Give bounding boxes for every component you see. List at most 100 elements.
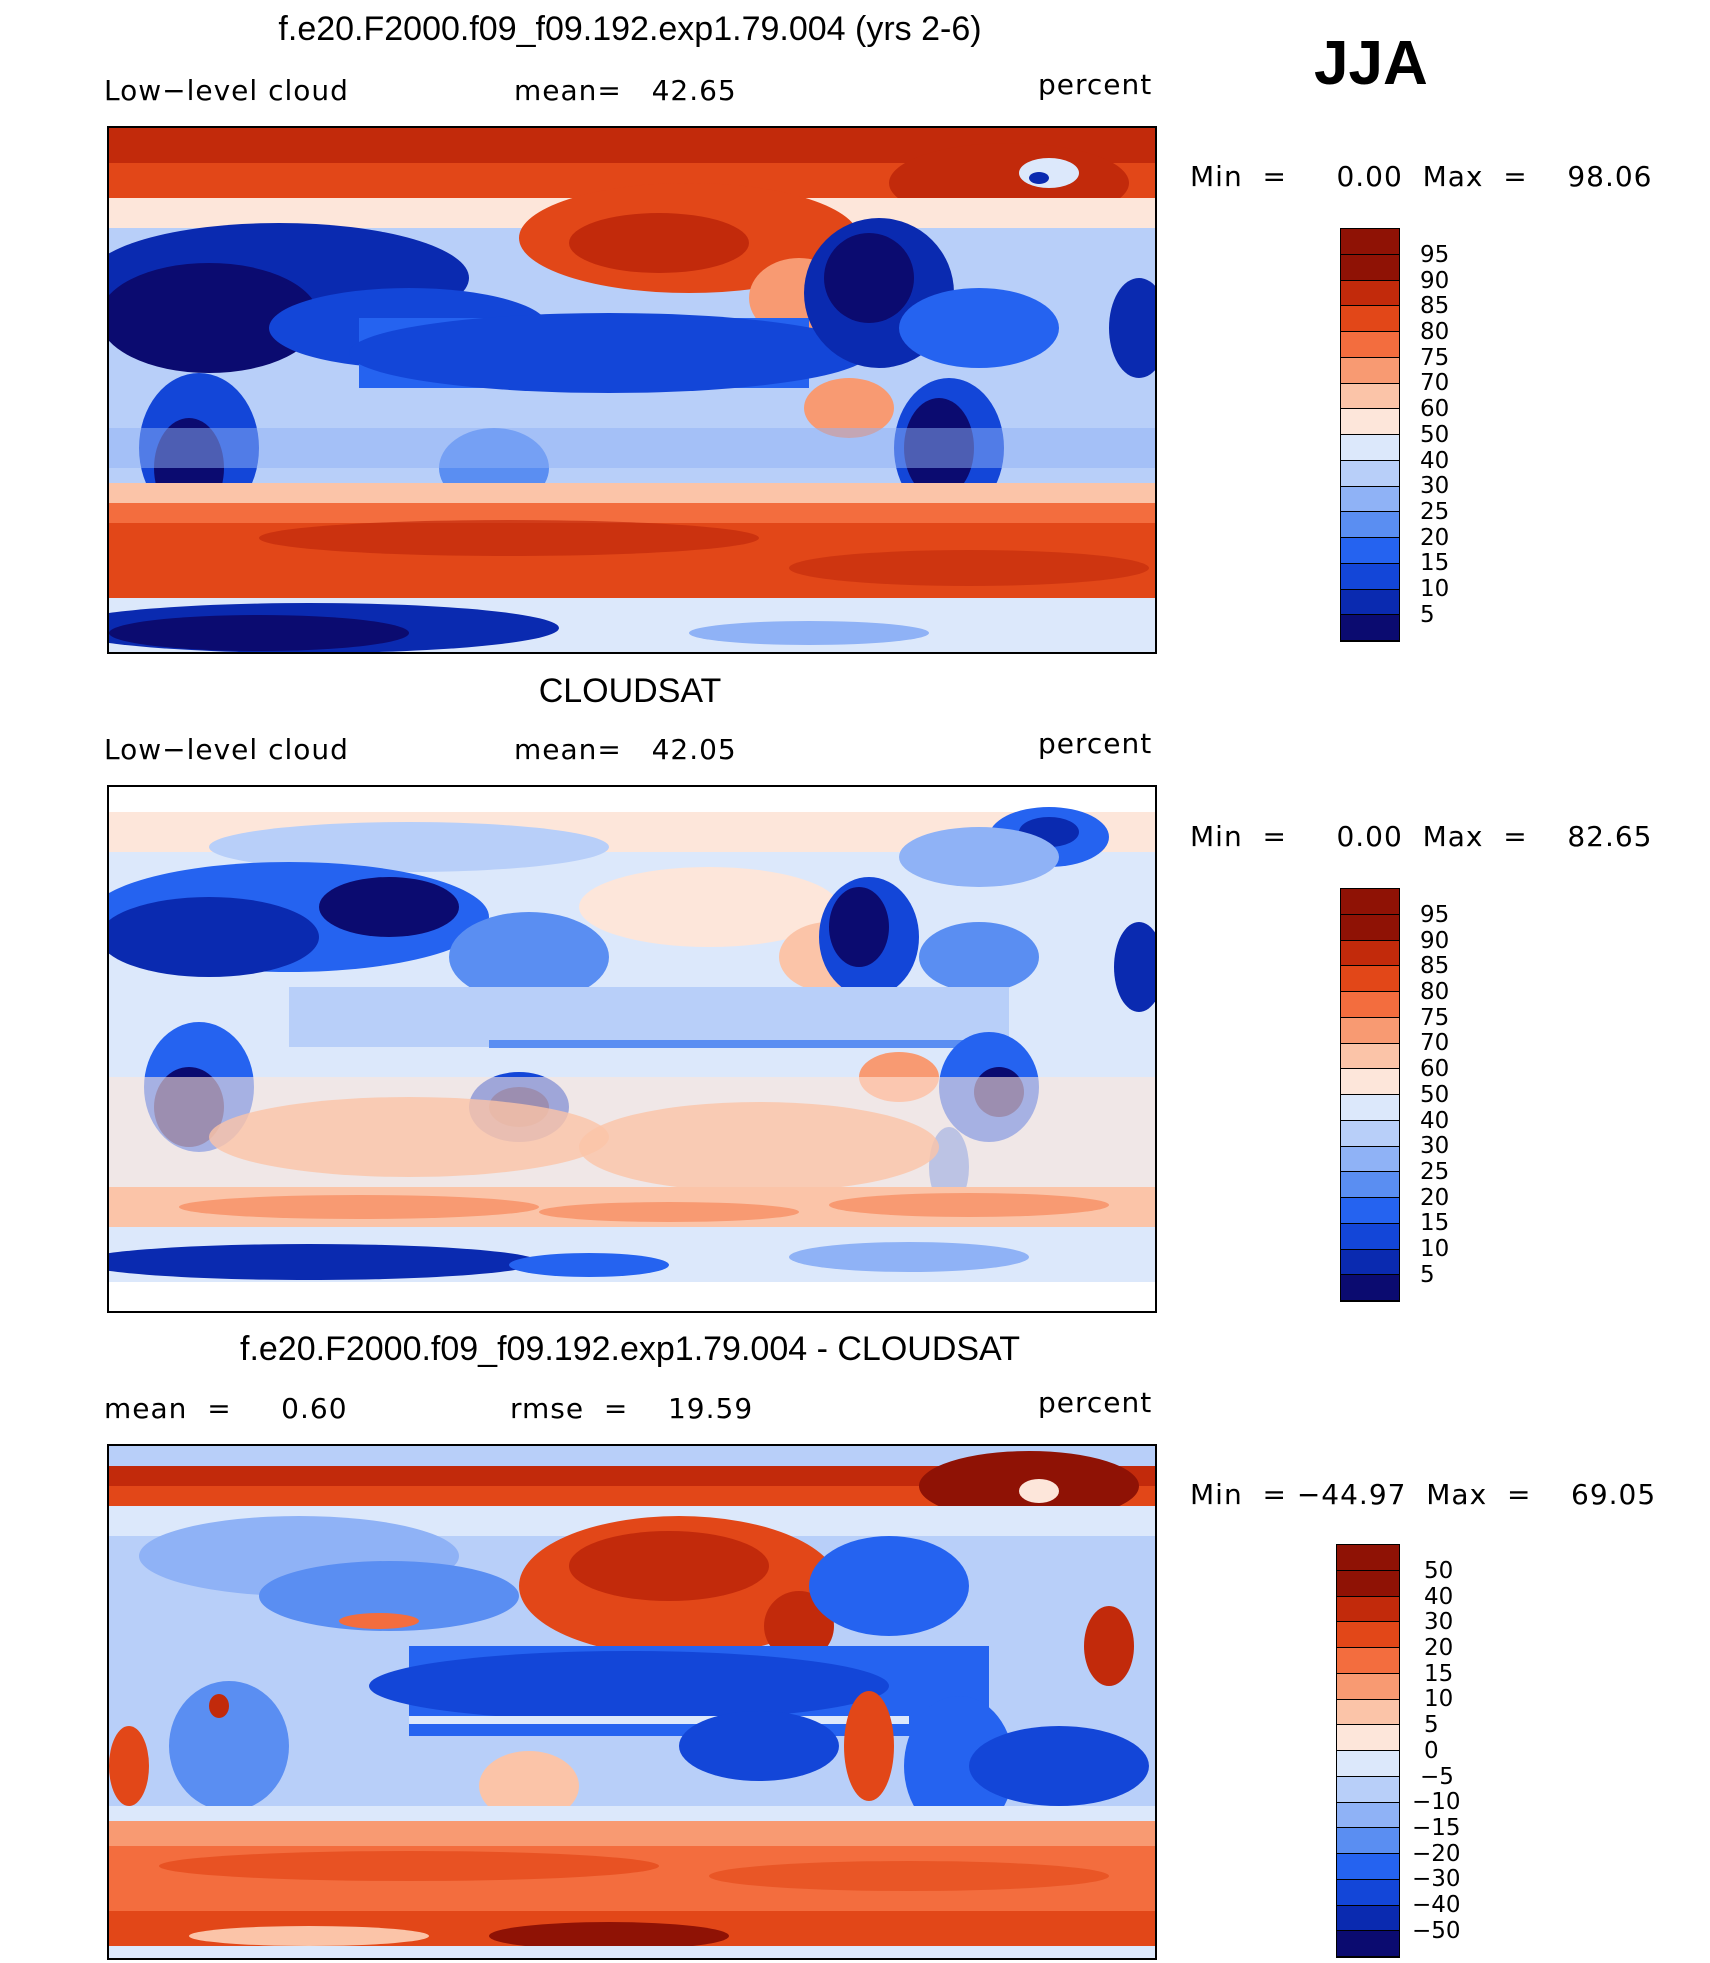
colorbar-swatch xyxy=(1337,1596,1399,1623)
colorbar-swatch xyxy=(1341,229,1399,255)
colorbar-swatch xyxy=(1341,940,1399,967)
panel1-cbar-label: 20 xyxy=(1420,525,1450,551)
colorbar-swatch xyxy=(1337,1828,1399,1854)
panel3-cbar-label: 20 xyxy=(1424,1635,1454,1661)
colorbar-swatch xyxy=(1341,435,1399,461)
panel2-cbar-label: 70 xyxy=(1420,1030,1450,1056)
panel1-cbar-label: 85 xyxy=(1420,293,1450,319)
colorbar-swatch xyxy=(1337,1622,1399,1648)
colorbar-swatch xyxy=(1337,1854,1399,1880)
colorbar-swatch xyxy=(1337,1931,1399,1957)
colorbar-swatch xyxy=(1341,992,1399,1018)
colorbar-swatch xyxy=(1341,1043,1399,1070)
panel1-cbar-label: 25 xyxy=(1420,499,1450,525)
panel1-cbar-label: 10 xyxy=(1420,576,1450,602)
panel1-cbar-label: 5 xyxy=(1420,602,1435,628)
colorbar-swatch xyxy=(1337,1879,1399,1906)
colorbar-swatch xyxy=(1337,1545,1399,1571)
colorbar-swatch xyxy=(1341,409,1399,435)
panel2-minmax: Min = 0.00 Max = 82.65 xyxy=(1190,820,1653,853)
colorbar-swatch xyxy=(1341,306,1399,332)
panel3-cbar-label: 10 xyxy=(1424,1686,1454,1712)
colorbar-swatch xyxy=(1341,512,1399,538)
panel2-cbar-label: 5 xyxy=(1420,1262,1435,1288)
colorbar-swatch xyxy=(1341,486,1399,513)
panel1-map xyxy=(107,126,1157,654)
panel2-cbar-label: 30 xyxy=(1420,1133,1450,1159)
panel2-cbar-label: 40 xyxy=(1420,1108,1450,1134)
panel1-cbar-label: 15 xyxy=(1420,550,1450,576)
panel3-minmax: Min = −44.97 Max = 69.05 xyxy=(1190,1478,1657,1511)
panel3-cbar-label: −30 xyxy=(1412,1866,1461,1892)
colorbar-swatch xyxy=(1341,889,1399,915)
panel2-map-field xyxy=(109,787,1155,1311)
panel3-cbar-label: 30 xyxy=(1424,1609,1454,1635)
colorbar-swatch xyxy=(1341,460,1399,487)
panel3-map xyxy=(107,1444,1157,1960)
panel1-cbar-label: 75 xyxy=(1420,345,1450,371)
panel3-cbar-label: −20 xyxy=(1412,1841,1461,1867)
panel3-cbar-label: 50 xyxy=(1424,1558,1454,1584)
panel1-cbar-label: 80 xyxy=(1420,319,1450,345)
colorbar-swatch xyxy=(1341,1223,1399,1250)
colorbar-swatch xyxy=(1341,1120,1399,1147)
panel2-map xyxy=(107,785,1157,1313)
panel1-mean-label: mean= 42.65 xyxy=(514,74,737,107)
panel1-colorbar xyxy=(1340,228,1400,642)
panel3-cbar-label: −50 xyxy=(1412,1918,1461,1944)
colorbar-swatch xyxy=(1341,332,1399,358)
colorbar-swatch xyxy=(1341,966,1399,992)
panel2-variable-label: Low−level cloud xyxy=(104,733,349,766)
panel3-cbar-label: 5 xyxy=(1424,1712,1439,1738)
colorbar-swatch xyxy=(1341,1017,1399,1044)
colorbar-swatch xyxy=(1341,1095,1399,1121)
panel3-cbar-label: 15 xyxy=(1424,1661,1454,1687)
panel1-cbar-label: 95 xyxy=(1420,242,1450,268)
panel2-cbar-label: 25 xyxy=(1420,1159,1450,1185)
panel2-cbar-label: 90 xyxy=(1420,928,1450,954)
panel1-cbar-label: 50 xyxy=(1420,422,1450,448)
colorbar-swatch xyxy=(1341,1146,1399,1173)
colorbar-swatch xyxy=(1341,280,1399,307)
colorbar-swatch xyxy=(1341,1198,1399,1224)
panel1-minmax: Min = 0.00 Max = 98.06 xyxy=(1190,160,1653,193)
panel2-cbar-label: 10 xyxy=(1420,1236,1450,1262)
panel3-units-label: percent xyxy=(1038,1386,1153,1419)
colorbar-swatch xyxy=(1341,589,1399,616)
panel1-variable-label: Low−level cloud xyxy=(104,74,349,107)
colorbar-swatch xyxy=(1337,1802,1399,1829)
panel1-map-field xyxy=(109,128,1155,652)
colorbar-swatch xyxy=(1341,615,1399,641)
colorbar-swatch xyxy=(1341,914,1399,941)
colorbar-swatch xyxy=(1337,1725,1399,1751)
colorbar-swatch xyxy=(1337,1699,1399,1726)
colorbar-swatch xyxy=(1341,357,1399,384)
colorbar-swatch xyxy=(1337,1905,1399,1932)
panel2-colorbar xyxy=(1340,888,1400,1302)
panel1-cbar-label: 90 xyxy=(1420,268,1450,294)
panel3-title: f.e20.F2000.f09_f09.192.exp1.79.004 - CL… xyxy=(240,1330,1020,1368)
panel3-cbar-label: −40 xyxy=(1412,1892,1461,1918)
panel2-cbar-label: 60 xyxy=(1420,1056,1450,1082)
panel3-mean-label: mean = 0.60 xyxy=(104,1392,348,1425)
panel1-cbar-label: 60 xyxy=(1420,396,1450,422)
panel2-cbar-label: 80 xyxy=(1420,979,1450,1005)
panel2-cbar-label: 20 xyxy=(1420,1185,1450,1211)
panel3-cbar-label: −15 xyxy=(1412,1815,1461,1841)
colorbar-swatch xyxy=(1337,1648,1399,1674)
panel2-units-label: percent xyxy=(1038,727,1153,760)
panel3-cbar-label: 0 xyxy=(1424,1738,1439,1764)
panel2-mean-label: mean= 42.05 xyxy=(514,733,737,766)
panel3-rmse-label: rmse = 19.59 xyxy=(510,1392,754,1425)
panel2-cbar-label: 75 xyxy=(1420,1005,1450,1031)
colorbar-swatch xyxy=(1341,383,1399,410)
panel2-cbar-label: 50 xyxy=(1420,1082,1450,1108)
panel1-cbar-label: 40 xyxy=(1420,448,1450,474)
colorbar-swatch xyxy=(1337,1751,1399,1777)
season-label: JJA xyxy=(1314,29,1428,98)
colorbar-swatch xyxy=(1337,1776,1399,1803)
colorbar-swatch xyxy=(1341,1249,1399,1276)
colorbar-swatch xyxy=(1341,1172,1399,1198)
colorbar-swatch xyxy=(1341,254,1399,281)
panel2-title: CLOUDSAT xyxy=(538,672,722,710)
